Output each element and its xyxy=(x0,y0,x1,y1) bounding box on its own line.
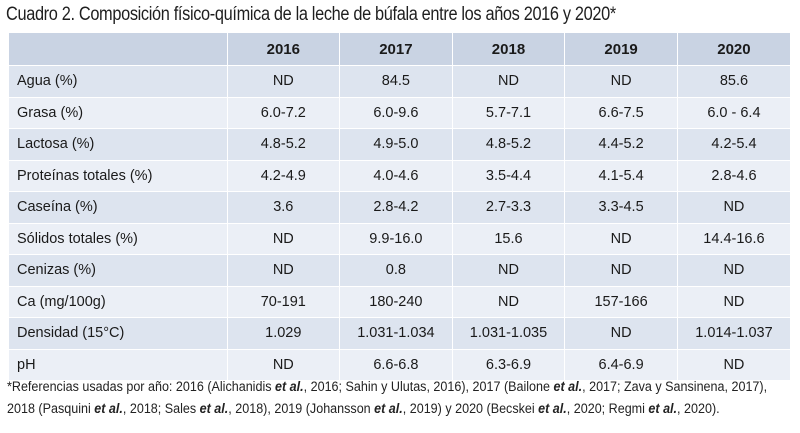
table-row: Agua (%) ND 84.5 ND ND 85.6 xyxy=(9,65,790,97)
footnote-italic-text: et al. xyxy=(374,401,403,416)
table-row: Sólidos totales (%) ND 9.9-16.0 15.6 ND 14.4-… xyxy=(9,222,790,255)
row-label: Caseína (%) xyxy=(9,191,228,223)
footnote-text: *Referencias usadas por año: 2016 (Alich… xyxy=(7,379,276,394)
table-row: Ca (mg/100g) 70-191 180-240 ND 157-166 ND xyxy=(9,285,790,318)
table-cell: 14.4-16.6 xyxy=(677,222,790,255)
table-cell: ND xyxy=(452,65,566,97)
table-cell: 6.0-7.2 xyxy=(227,96,341,129)
table-cell: 15.6 xyxy=(452,222,566,255)
table-cell: 2.8-4.2 xyxy=(339,191,453,223)
footnote-italic-text: et al. xyxy=(553,379,583,394)
footnote-line-1: *Referencias usadas por año: 2016 (Alich… xyxy=(7,376,767,398)
header-cell: 2017 xyxy=(339,33,453,66)
footnote: *Referencias usadas por año: 2016 (Alich… xyxy=(7,376,767,420)
footnote-italic-text: et al. xyxy=(275,379,304,394)
footnote-text: 2018 (Pasquini xyxy=(7,401,95,416)
table-row: Densidad (15°C) 1.029 1.031-1.034 1.031-1.0… xyxy=(9,317,790,349)
table-cell: ND xyxy=(677,348,790,380)
footnote-text: , 2020). xyxy=(677,401,720,416)
table-cell: ND xyxy=(227,348,341,380)
table-cell: ND xyxy=(564,317,678,349)
table-cell: 6.0 - 6.4 xyxy=(677,96,790,129)
table-cell: ND xyxy=(564,65,678,97)
table-cell: ND xyxy=(677,191,790,223)
table-cell: 84.5 xyxy=(339,65,453,97)
table-cell: 2.7-3.3 xyxy=(452,191,566,223)
table-cell: 180-240 xyxy=(339,285,453,318)
table-cell: 2.8-4.6 xyxy=(677,159,790,192)
table-cell: ND xyxy=(452,254,566,286)
table-header-row: 2016 2017 2018 2019 2020 xyxy=(9,33,790,66)
table-cell: ND xyxy=(564,254,678,286)
table-cell: 4.2-5.4 xyxy=(677,128,790,160)
composition-table: 2016 2017 2018 2019 2020 Agua (%) ND 84.5 N… xyxy=(9,33,790,380)
table-cell: 6.6-6.8 xyxy=(339,348,453,380)
table-cell: 6.6-7.5 xyxy=(564,96,678,129)
table-cell: 4.8-5.2 xyxy=(227,128,341,160)
table-cell: 6.3-6.9 xyxy=(452,348,566,380)
footnote-italic-text: et al. xyxy=(94,401,123,416)
header-cell: 2020 xyxy=(677,33,790,66)
footnote-text: , 2018), 2019 (Johansson xyxy=(228,401,375,416)
footnote-text: , 2016; Sahin y Ulutas, 2016), 2017 (Bai… xyxy=(303,379,554,394)
table-cell: ND xyxy=(564,222,678,255)
table-cell: 4.0-4.6 xyxy=(339,159,453,192)
table-cell: ND xyxy=(227,254,341,286)
table-cell: 70-191 xyxy=(227,285,341,318)
table-cell: 1.029 xyxy=(227,317,341,349)
table-cell: 85.6 xyxy=(677,65,790,97)
table-cell: 5.7-7.1 xyxy=(452,96,566,129)
table-row: pH ND 6.6-6.8 6.3-6.9 6.4-6.9 ND xyxy=(9,348,790,380)
table-cell: ND xyxy=(227,65,341,97)
table-cell: ND xyxy=(677,285,790,318)
table-cell: 4.2-4.9 xyxy=(227,159,341,192)
header-cell: 2019 xyxy=(564,33,678,66)
table-row: Lactosa (%) 4.8-5.2 4.9-5.0 4.8-5.2 4.4-5.2 4… xyxy=(9,128,790,160)
footnote-italic-text: et al. xyxy=(199,401,229,416)
header-cell: 2016 xyxy=(227,33,341,66)
row-label: Cenizas (%) xyxy=(9,254,228,286)
row-label: Densidad (15°C) xyxy=(9,317,228,349)
footnote-text: , 2020; Regmi xyxy=(566,401,649,416)
table-cell: 1.031-1.035 xyxy=(452,317,566,349)
header-cell: 2018 xyxy=(452,33,566,66)
table-cell: 9.9-16.0 xyxy=(339,222,453,255)
table-cell: 6.4-6.9 xyxy=(564,348,678,380)
table-cell: 4.4-5.2 xyxy=(564,128,678,160)
table-cell: ND xyxy=(227,222,341,255)
table-cell: 3.6 xyxy=(227,191,341,223)
table-row: Caseína (%) 3.6 2.8-4.2 2.7-3.3 3.3-4.5 ND xyxy=(9,191,790,223)
table-caption: Cuadro 2. Composición físico-química de … xyxy=(6,4,616,25)
header-cell xyxy=(9,33,228,66)
table-cell: 157-166 xyxy=(564,285,678,318)
footnote-line-2: 2018 (Pasquini et al., 2018; Sales et al… xyxy=(7,398,742,420)
footnote-text: , 2019) y 2020 (Becskei xyxy=(402,401,539,416)
table-cell: 1.031-1.034 xyxy=(339,317,453,349)
table-cell: 4.9-5.0 xyxy=(339,128,453,160)
footnote-text: , 2018; Sales xyxy=(122,401,200,416)
table-cell: ND xyxy=(452,285,566,318)
row-label: Lactosa (%) xyxy=(9,128,228,160)
table-cell: 4.1-5.4 xyxy=(564,159,678,192)
table-cell: 1.014-1.037 xyxy=(677,317,790,349)
table-row: Grasa (%) 6.0-7.2 6.0-9.6 5.7-7.1 6.6-7.5 6.0… xyxy=(9,96,790,129)
table-cell: 4.8-5.2 xyxy=(452,128,566,160)
row-label: Proteínas totales (%) xyxy=(9,159,228,192)
table-cell: ND xyxy=(677,254,790,286)
table-cell: 3.5-4.4 xyxy=(452,159,566,192)
row-label: Agua (%) xyxy=(9,65,228,97)
row-label: Grasa (%) xyxy=(9,96,228,129)
row-label: Ca (mg/100g) xyxy=(9,285,228,318)
footnote-text: , 2017; Zava y Sansinena, 2017), xyxy=(582,379,768,394)
table-cell: 3.3-4.5 xyxy=(564,191,678,223)
composition-table-container: 2016 2017 2018 2019 2020 Agua (%) ND 84.5 N… xyxy=(9,33,790,380)
table-row: Proteínas totales (%) 4.2-4.9 4.0-4.6 3.5-4… xyxy=(9,159,790,192)
table-row: Cenizas (%) ND 0.8 ND ND ND xyxy=(9,254,790,286)
table-cell: 6.0-9.6 xyxy=(339,96,453,129)
table-cell: 0.8 xyxy=(339,254,453,286)
footnote-italic-text: et al. xyxy=(538,401,567,416)
footnote-italic-text: et al. xyxy=(648,401,678,416)
row-label: Sólidos totales (%) xyxy=(9,222,228,255)
row-label: pH xyxy=(9,348,228,380)
